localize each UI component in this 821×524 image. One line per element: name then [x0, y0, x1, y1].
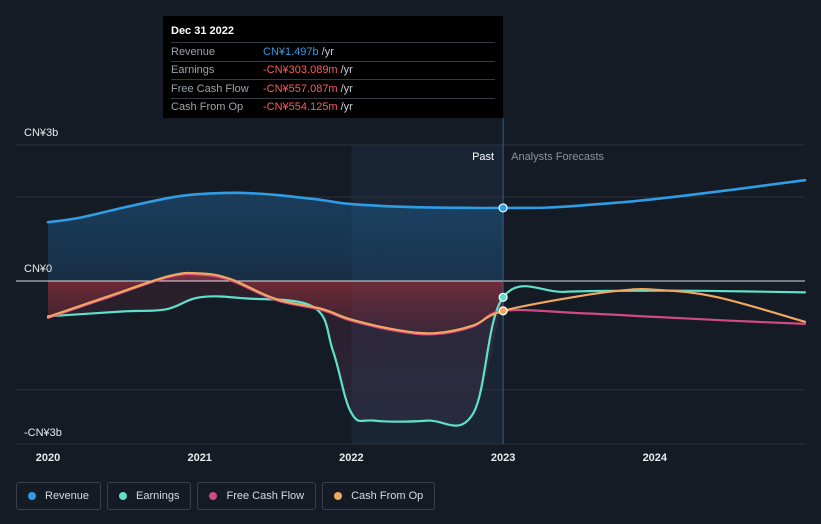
legend-label: Revenue — [45, 490, 90, 502]
tooltip-value: -CN¥557.087m — [263, 82, 338, 95]
legend-label: Earnings — [136, 490, 180, 502]
tooltip-row-free-cash-flow: Free Cash Flow -CN¥557.087m /yr — [171, 79, 495, 98]
series-line-cash-from-op — [46, 271, 807, 335]
tooltip-unit: /yr — [340, 64, 353, 77]
x-tick-label: 2020 — [36, 452, 60, 464]
tooltip-unit: /yr — [340, 101, 353, 114]
earnings-area — [48, 281, 504, 426]
legend-label: Cash From Op — [351, 490, 424, 502]
tooltip-date: Dec 31 2022 — [171, 25, 234, 37]
legend-label: Free Cash Flow — [226, 490, 305, 502]
y-tick-label: -CN¥3b — [24, 427, 62, 439]
tooltip-value: -CN¥303.089m — [263, 64, 338, 77]
forecast-label: Analysts Forecasts — [511, 151, 604, 163]
marker-cash-from-op — [498, 306, 508, 316]
marker-revenue — [498, 203, 508, 213]
legend-dot-icon — [28, 492, 36, 500]
x-tick-label: 2021 — [187, 452, 211, 464]
tooltip-value: CN¥1.497b — [263, 45, 319, 58]
tooltip-row-cash-from-op: Cash From Op -CN¥554.125m /yr — [171, 97, 495, 117]
tooltip-value: -CN¥554.125m — [263, 101, 338, 114]
tooltip-label: Free Cash Flow — [171, 82, 249, 95]
legend-dot-icon — [119, 492, 128, 500]
tooltip-row-revenue: Revenue CN¥1.497b /yr — [171, 42, 495, 61]
legend: Revenue Earnings Free Cash Flow Cash Fro… — [16, 482, 436, 510]
tooltip: Dec 31 2022 Revenue CN¥1.497b /yr Earnin… — [163, 16, 503, 118]
legend-item-revenue[interactable]: Revenue — [16, 482, 102, 510]
marker-earnings — [498, 292, 508, 302]
x-tick-label: 2024 — [643, 452, 668, 464]
legend-item-free-cash-flow[interactable]: Free Cash Flow — [197, 482, 317, 510]
past-label: Past — [472, 151, 494, 163]
tooltip-label: Revenue — [171, 45, 216, 58]
legend-dot-icon — [334, 492, 343, 500]
y-tick-label: CN¥3b — [24, 127, 58, 139]
tooltip-label: Cash From Op — [171, 101, 244, 114]
tooltip-label: Earnings — [171, 64, 215, 77]
tooltip-unit: /yr — [321, 45, 334, 58]
series-line-earnings — [46, 285, 807, 427]
series-line-revenue — [46, 178, 807, 224]
x-tick-label: 2022 — [339, 452, 363, 464]
revenue-area — [48, 192, 504, 281]
x-tick-label: 2023 — [491, 452, 515, 464]
legend-item-cash-from-op[interactable]: Cash From Op — [322, 482, 436, 510]
tooltip-row-earnings: Earnings -CN¥303.089m /yr — [171, 60, 495, 80]
legend-dot-icon — [209, 492, 218, 500]
legend-item-earnings[interactable]: Earnings — [107, 482, 192, 510]
y-tick-label: CN¥0 — [24, 263, 52, 275]
tooltip-unit: /yr — [340, 82, 353, 95]
